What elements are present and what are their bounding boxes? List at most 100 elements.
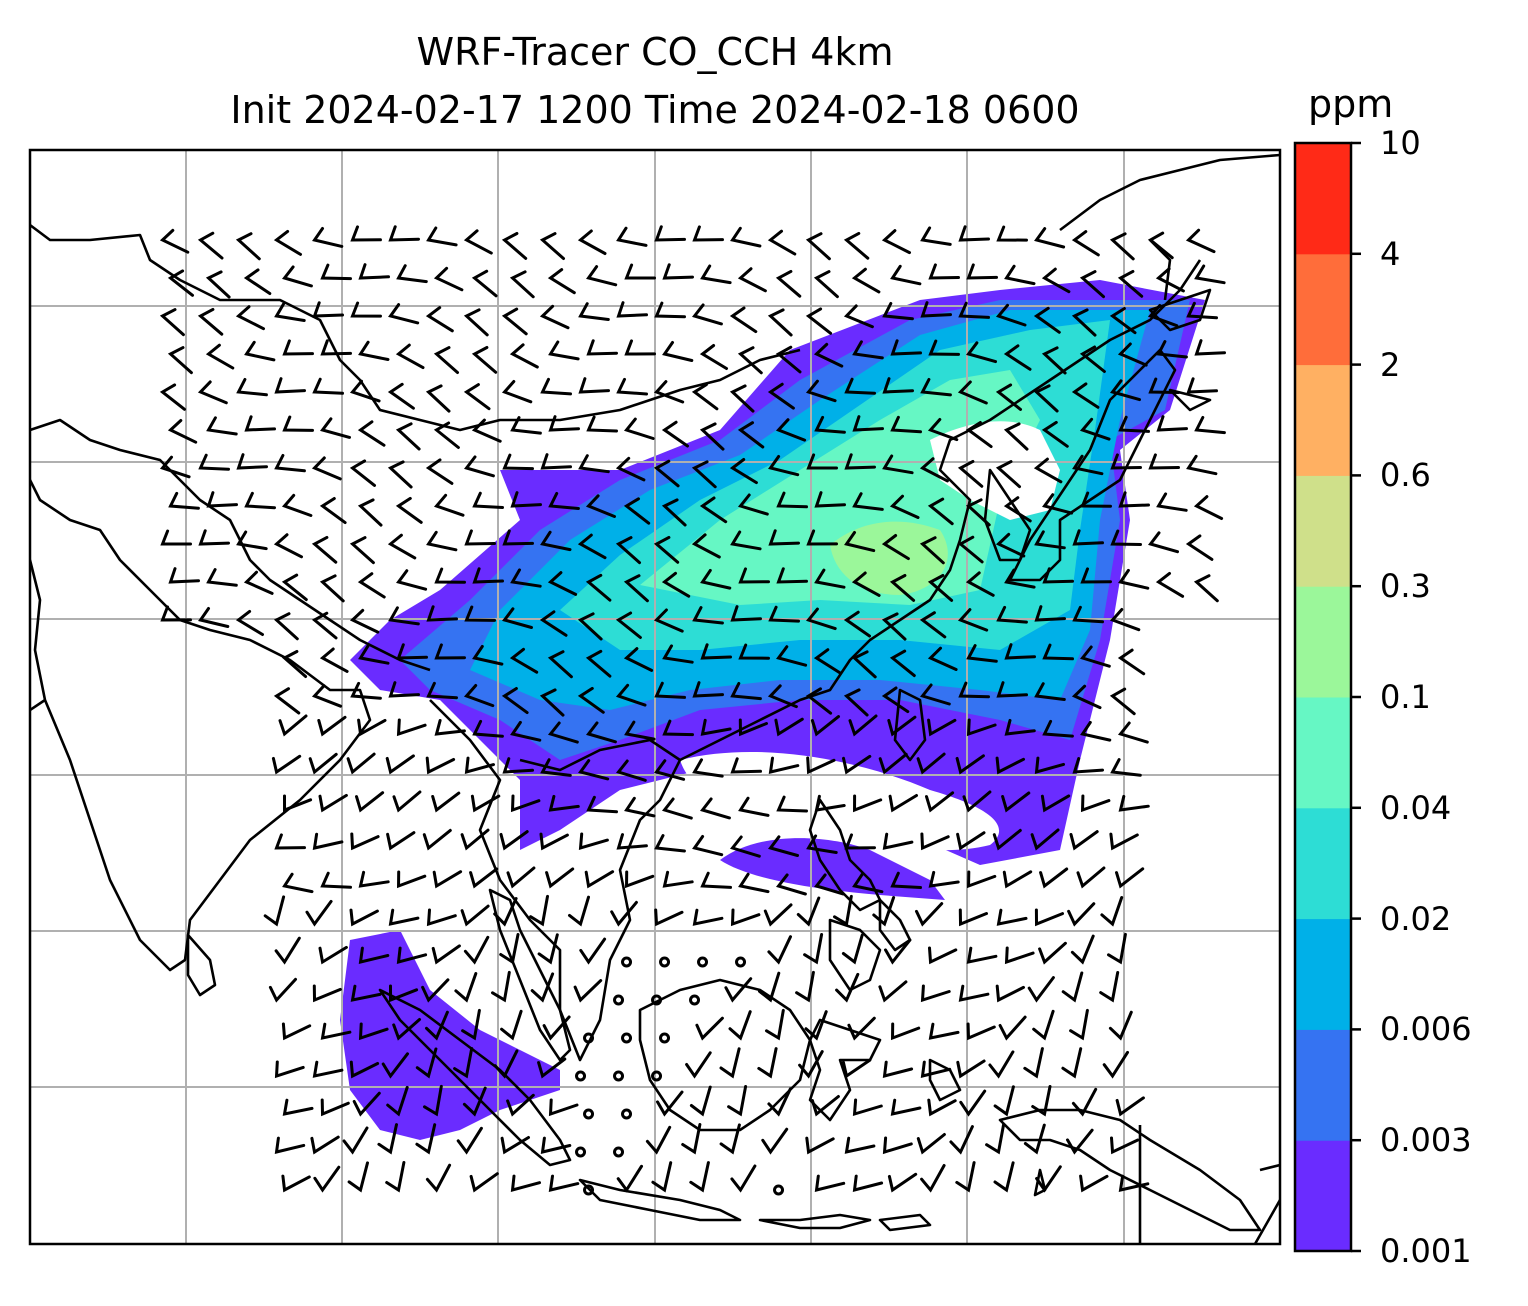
wind-barb	[236, 530, 268, 551]
wind-barb	[206, 416, 238, 436]
wind-barb	[1117, 342, 1148, 367]
wind-barb	[573, 979, 603, 1003]
wind-barb	[805, 307, 833, 335]
wind-barb	[318, 793, 348, 813]
wind-barb	[1033, 384, 1059, 413]
wind-barb	[996, 681, 1028, 698]
wind-barb	[998, 1015, 1027, 1041]
wind-barb	[927, 497, 954, 526]
wind-barb	[577, 229, 607, 255]
wind-barb	[957, 608, 989, 632]
wind-barb	[887, 1172, 918, 1193]
calm-wind-marker	[583, 1108, 595, 1120]
wind-barb	[1186, 454, 1218, 476]
wind-barb	[919, 683, 951, 706]
wind-barb	[767, 684, 798, 709]
wind-barb	[958, 908, 988, 927]
wind-barb	[955, 754, 985, 775]
wind-barb	[396, 870, 427, 889]
wind-barb	[689, 1085, 712, 1117]
wind-barb	[274, 833, 306, 850]
wind-barb	[795, 970, 815, 1003]
wind-barb	[1108, 1010, 1133, 1041]
map-frame	[28, 148, 1282, 1246]
wind-barb	[317, 715, 347, 737]
wind-barb	[814, 1174, 846, 1192]
wind-barb	[653, 459, 680, 488]
wind-barb	[615, 759, 647, 782]
wind-barb	[763, 903, 793, 927]
wind-barb	[681, 1123, 702, 1155]
wind-barb	[1147, 231, 1174, 260]
wind-barb	[506, 866, 536, 889]
wind-barb	[274, 377, 306, 394]
wind-barb	[432, 870, 463, 889]
wind-barb	[586, 721, 617, 744]
wind-barb	[1110, 379, 1141, 402]
wind-barb	[843, 304, 874, 329]
wind-barb	[320, 417, 351, 439]
wind-barb	[159, 383, 186, 411]
wind-barb	[805, 232, 831, 261]
wind-barb	[767, 229, 797, 256]
wind-barb	[350, 301, 382, 318]
wind-barb	[695, 1016, 724, 1041]
wind-barb	[472, 491, 504, 509]
wind-barb	[966, 644, 998, 663]
wind-barb	[1003, 496, 1032, 523]
wind-barb	[389, 984, 419, 1003]
wind-barb	[159, 308, 185, 337]
wind-barb	[1107, 932, 1127, 965]
wind-barb	[423, 1084, 443, 1117]
wind-barb	[463, 935, 490, 965]
wind-barb	[988, 1050, 1015, 1079]
wind-barb	[767, 382, 795, 410]
wind-barb	[916, 1133, 946, 1155]
wind-barb	[357, 420, 386, 447]
wind-barb	[765, 1008, 785, 1041]
wind-barb	[662, 870, 694, 888]
wind-barb	[654, 908, 684, 927]
wind-barb	[1033, 306, 1061, 334]
wind-barb	[464, 455, 495, 478]
wind-barb	[510, 794, 541, 813]
wind-barb	[236, 378, 268, 397]
wind-barb	[1117, 648, 1146, 676]
wind-barb	[198, 453, 230, 471]
calm-wind-marker	[659, 1032, 671, 1044]
wind-barb	[768, 756, 800, 774]
wind-barb	[469, 867, 499, 889]
wind-barb	[358, 870, 390, 888]
wind-barb	[1185, 228, 1216, 254]
wind-barb	[774, 717, 804, 737]
wind-barb	[1117, 269, 1144, 298]
wind-barb	[273, 229, 302, 256]
wind-barb	[1147, 304, 1179, 328]
wind-barb	[460, 828, 490, 851]
wind-barb	[685, 1051, 712, 1079]
wind-barb	[357, 498, 383, 527]
wind-barb	[358, 644, 390, 665]
wind-barb	[529, 894, 549, 927]
wind-barb	[844, 531, 876, 553]
wind-barb	[992, 828, 1022, 851]
wind-barb	[878, 752, 908, 775]
wind-barb	[920, 226, 952, 246]
wind-barb	[662, 263, 694, 280]
wind-barb	[814, 568, 846, 589]
wind-barb	[993, 1161, 1015, 1193]
calm-wind-marker	[583, 1184, 595, 1196]
wind-barb	[889, 494, 920, 519]
wind-barb	[654, 225, 686, 242]
wind-barb	[320, 339, 352, 356]
wind-barb	[1061, 1047, 1083, 1079]
wind-barb	[350, 225, 382, 242]
wind-barb	[966, 870, 997, 889]
wind-barb	[350, 832, 380, 851]
wind-barb	[387, 460, 413, 489]
wind-barb	[578, 832, 609, 851]
wind-barb	[1034, 682, 1066, 701]
wind-barb	[692, 225, 724, 242]
wind-barb	[281, 265, 313, 288]
wind-barb	[470, 794, 501, 813]
